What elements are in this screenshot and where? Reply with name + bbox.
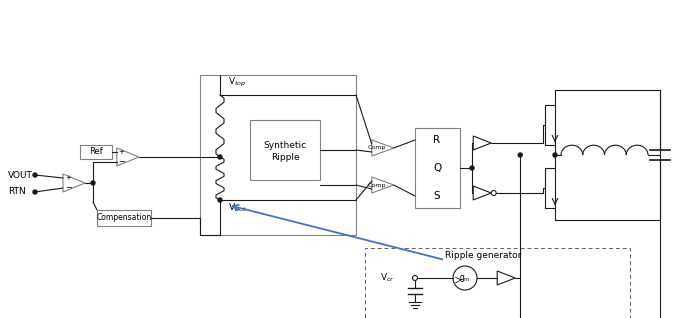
- Text: Ripple generator: Ripple generator: [445, 252, 522, 260]
- Circle shape: [218, 198, 222, 202]
- Text: Comp: Comp: [368, 146, 386, 150]
- Text: V$_{bot}$: V$_{bot}$: [228, 202, 247, 214]
- Bar: [97, 210, 151, 226]
- Text: R: R: [433, 135, 440, 145]
- Text: Ref: Ref: [89, 148, 103, 156]
- Text: −: −: [65, 183, 72, 192]
- Text: Synthetic: Synthetic: [263, 141, 307, 149]
- Text: g$_m$: g$_m$: [459, 273, 471, 284]
- Bar: [200, 75, 356, 235]
- Text: Ripple: Ripple: [271, 154, 300, 162]
- Circle shape: [91, 181, 95, 185]
- Text: Q: Q: [433, 163, 441, 173]
- Text: −: −: [118, 157, 125, 167]
- Circle shape: [518, 153, 522, 157]
- Text: V$_{top}$: V$_{top}$: [228, 75, 246, 88]
- Circle shape: [470, 166, 474, 170]
- Circle shape: [33, 190, 37, 194]
- Text: +: +: [66, 175, 71, 181]
- Bar: [80, 145, 112, 159]
- Text: S: S: [434, 191, 440, 201]
- Text: V$_{cr}$: V$_{cr}$: [380, 272, 395, 284]
- Circle shape: [218, 155, 222, 159]
- Text: Compensation: Compensation: [97, 213, 152, 223]
- Bar: [415, 128, 460, 208]
- Circle shape: [553, 153, 557, 157]
- Text: Comp: Comp: [368, 183, 386, 188]
- Text: +: +: [118, 149, 124, 155]
- Circle shape: [33, 173, 37, 177]
- Bar: [365, 248, 630, 318]
- Text: VOUT: VOUT: [8, 170, 33, 179]
- Bar: [250, 120, 320, 180]
- Text: RTN: RTN: [8, 188, 26, 197]
